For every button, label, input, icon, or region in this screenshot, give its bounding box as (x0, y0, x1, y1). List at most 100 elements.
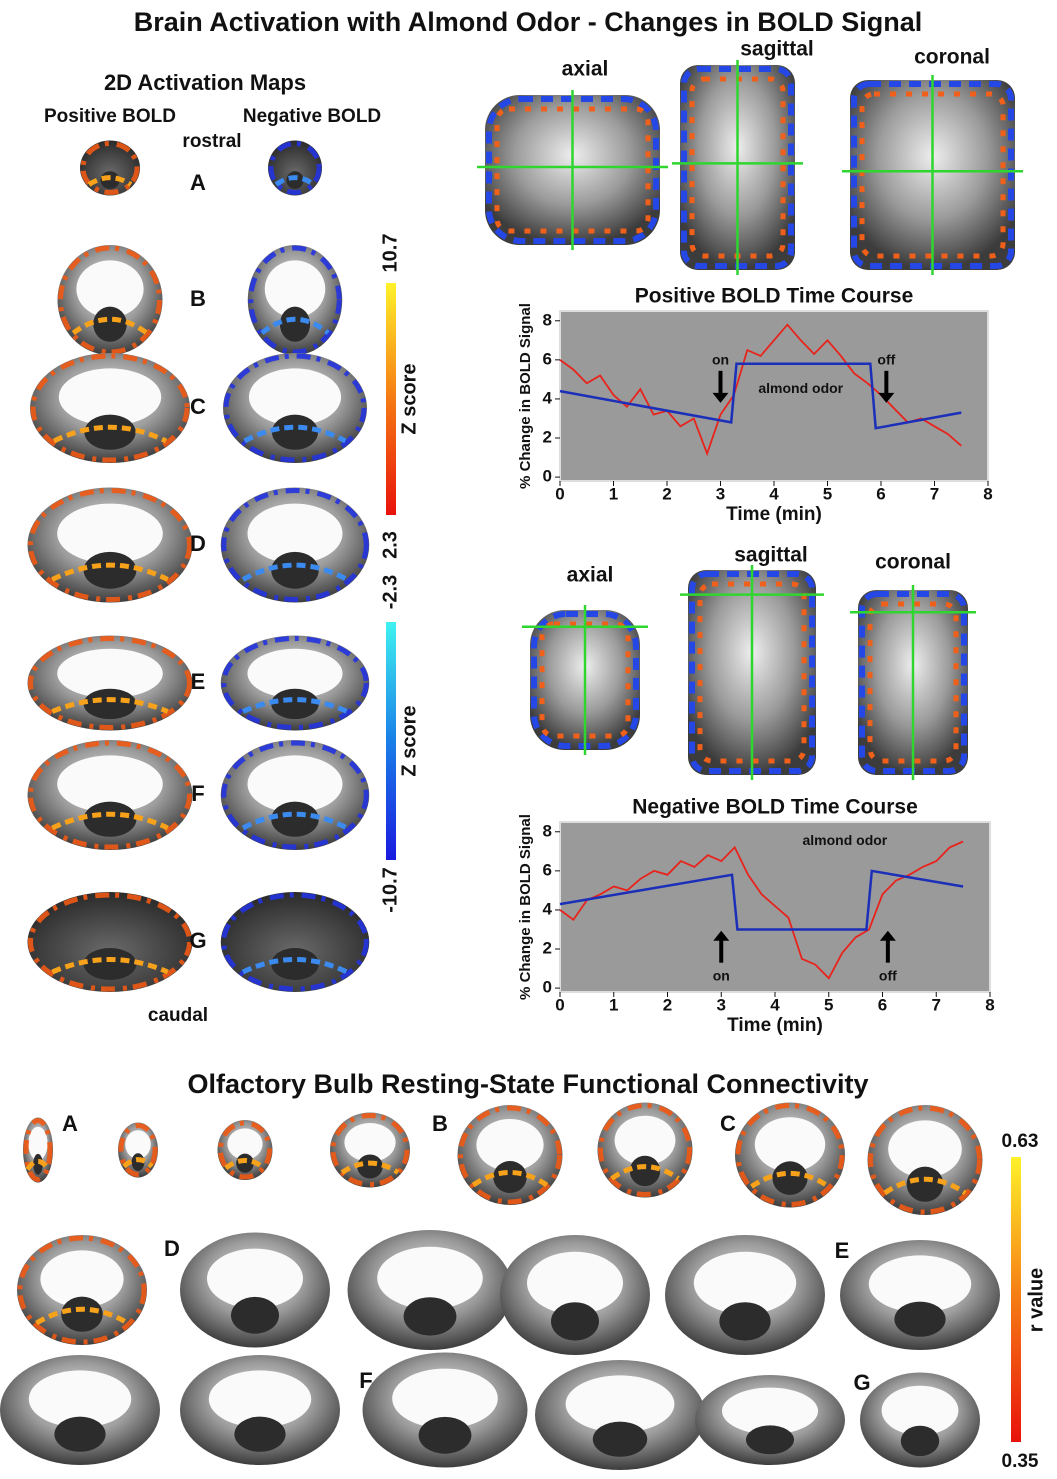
brain-slice (28, 636, 193, 731)
slice-core (271, 948, 319, 980)
brain-slice (363, 1353, 528, 1468)
brain-slice (221, 740, 370, 850)
view-label: axial (562, 58, 609, 81)
brain-slice (535, 1360, 705, 1470)
slice-core (630, 1156, 660, 1186)
brain-slice (223, 353, 367, 463)
x-tick-label: 3 (716, 484, 725, 503)
row-letter: B (190, 286, 206, 311)
brain-slice (860, 1373, 980, 1468)
maps-title: 2D Activation Maps (104, 70, 306, 95)
x-tick-label: 1 (609, 995, 618, 1014)
figure-title: Brain Activation with Almond Odor - Chan… (134, 7, 923, 37)
caudal-label: caudal (148, 1005, 208, 1026)
panel-letter: D (164, 1236, 180, 1261)
slice-core (61, 1297, 103, 1332)
brain-slice (17, 1235, 147, 1345)
brain-slice (665, 1235, 825, 1355)
slice-core (54, 1417, 105, 1452)
y-tick-label: 2 (543, 938, 552, 957)
x-tick-label: 8 (985, 995, 994, 1014)
annotation: almond odor (802, 832, 887, 848)
slice-core (84, 415, 135, 450)
y-tick-label: 4 (543, 388, 553, 407)
brain-slice (0, 1355, 160, 1465)
annotation: almond odor (758, 380, 843, 396)
annotation: on (713, 967, 730, 983)
row-letter: G (189, 928, 206, 953)
annotation: off (877, 352, 895, 368)
colorbar-tick-label: 2.3 (379, 531, 401, 559)
y-tick-label: 0 (543, 467, 552, 486)
slice-core (234, 1417, 285, 1452)
x-tick-label: 3 (717, 995, 726, 1014)
annotation: on (712, 352, 729, 368)
brain-slice (23, 1118, 53, 1183)
colorbar-label: r value (1025, 1268, 1047, 1332)
brain-slice (180, 1233, 330, 1348)
connectivity-title: Olfactory Bulb Resting-State Functional … (187, 1069, 868, 1099)
slice-core (84, 552, 137, 589)
brain-slice (695, 1375, 845, 1465)
y-tick-label: 2 (543, 427, 552, 446)
brain-slice (218, 1120, 273, 1180)
x-tick-label: 2 (663, 995, 672, 1014)
brain-slice (500, 1235, 650, 1355)
x-tick-label: 4 (770, 995, 780, 1014)
brain-slice (248, 245, 343, 355)
slice-core (84, 802, 137, 837)
y-tick-label: 4 (543, 899, 553, 918)
colorbar-tick-label: 0.63 (1002, 1131, 1039, 1152)
view-label: coronal (914, 46, 990, 69)
slice-core (719, 1302, 770, 1340)
slice-core (404, 1297, 457, 1335)
brain-slice (28, 488, 193, 603)
brain-slice (30, 353, 190, 463)
colorbar-tick-label: -10.7 (379, 867, 401, 913)
colorbar-tick-label: 10.7 (379, 234, 401, 273)
x-tick-label: 0 (555, 484, 564, 503)
brain-slice (28, 740, 193, 850)
slice-core (271, 552, 319, 589)
x-axis-label: Time (min) (726, 504, 822, 525)
colorbar (1011, 1157, 1021, 1442)
x-tick-label: 8 (983, 484, 992, 503)
brain-slice (58, 245, 163, 355)
slice-core (280, 307, 310, 342)
brain-slice (80, 141, 140, 196)
y-axis-label: % Change in BOLD Signal (517, 814, 534, 1000)
y-axis-label: % Change in BOLD Signal (517, 303, 534, 489)
chart-title: Positive BOLD Time Course (635, 285, 914, 308)
x-axis-label: Time (min) (727, 1015, 823, 1036)
brain-slice (598, 1103, 693, 1198)
y-tick-label: 6 (543, 349, 552, 368)
colorbar-tick-label: -2.3 (379, 575, 401, 609)
row-letter: A (190, 170, 206, 195)
panel-letter: F (359, 1368, 372, 1393)
plot-area (560, 311, 988, 481)
x-tick-label: 6 (876, 484, 885, 503)
x-tick-label: 7 (930, 484, 939, 503)
slice-core (419, 1417, 472, 1454)
y-tick-label: 8 (543, 310, 552, 329)
brain-slice (221, 636, 370, 731)
slice-core (894, 1302, 945, 1337)
y-tick-label: 0 (543, 978, 552, 997)
slice-core (93, 307, 127, 342)
x-tick-label: 2 (662, 484, 671, 503)
row-letter: C (190, 394, 206, 419)
row-letter: D (190, 531, 206, 556)
brain-slice (118, 1123, 158, 1178)
x-tick-label: 0 (555, 995, 564, 1014)
y-tick-label: 6 (543, 860, 552, 879)
slice-core (907, 1167, 944, 1202)
x-tick-label: 6 (878, 995, 887, 1014)
brain-slice (28, 892, 193, 992)
brain-slice (840, 1240, 1000, 1350)
brain-slice (221, 892, 370, 992)
row-letter: F (191, 781, 204, 806)
brain-slice (868, 1105, 983, 1215)
view-label: sagittal (740, 38, 814, 61)
slice-core (84, 689, 137, 719)
slice-core (271, 689, 319, 719)
